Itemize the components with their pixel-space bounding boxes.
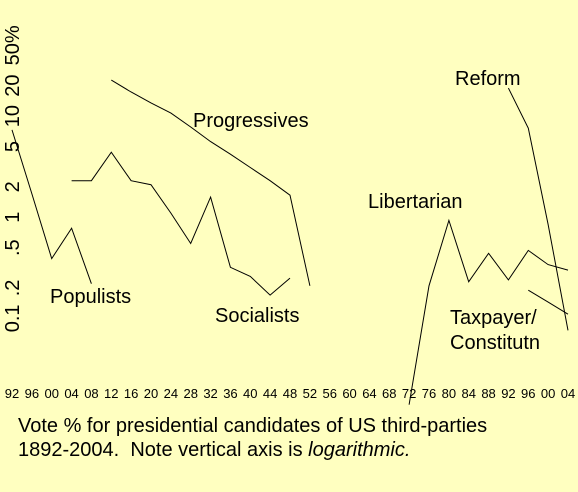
series-label: Populists (50, 286, 132, 308)
y-tick-label: 5 (2, 141, 24, 152)
x-tick-label: 96 (25, 386, 39, 401)
series-label: Socialists (215, 305, 300, 327)
x-tick-label: 12 (104, 386, 118, 401)
x-tick-label: 16 (124, 386, 138, 401)
y-tick-label: 20 (2, 75, 24, 97)
series-label: Progressives (193, 110, 309, 132)
x-tick-label: 52 (303, 386, 317, 401)
series-line (11, 129, 92, 284)
x-tick-label: 92 (5, 386, 19, 401)
series-line (507, 87, 569, 331)
x-tick-label: 68 (382, 386, 396, 401)
x-tick-label: 48 (283, 386, 297, 401)
x-tick-label: 28 (183, 386, 197, 401)
y-tick-label: 0.1 (2, 304, 24, 332)
x-tick-label: 24 (164, 386, 178, 401)
x-tick-label: 60 (342, 386, 356, 401)
x-tick-label: 04 (561, 386, 575, 401)
x-tick-label: 72 (402, 386, 416, 401)
title-text: Vote % for presidential candidates of US… (18, 415, 493, 461)
chart-title: Vote % for presidential candidates of US… (18, 414, 518, 462)
x-tick-label: 76 (422, 386, 436, 401)
series-line (408, 218, 569, 405)
x-tick-label: 00 (44, 386, 58, 401)
x-tick-label: 64 (362, 386, 376, 401)
x-tick-label: 20 (144, 386, 158, 401)
x-tick-label: 56 (322, 386, 336, 401)
series-line (528, 289, 569, 315)
y-tick-label: 10 (2, 105, 24, 127)
title-italic: logarithmic. (308, 439, 411, 461)
x-tick-label: 04 (64, 386, 78, 401)
x-tick-label: 92 (501, 386, 515, 401)
x-tick-label: 84 (461, 386, 475, 401)
x-tick-label: 00 (541, 386, 555, 401)
series-line (111, 79, 311, 286)
series-label: Reform (455, 68, 521, 90)
x-tick-label: 40 (243, 386, 257, 401)
series-line (71, 151, 291, 296)
x-tick-label: 44 (263, 386, 277, 401)
x-tick-label: 80 (442, 386, 456, 401)
x-tick-label: 08 (84, 386, 98, 401)
y-tick-label: 50% (2, 25, 24, 65)
x-tick-label: 96 (521, 386, 535, 401)
y-tick-label: .2 (2, 280, 24, 297)
series-label: Taxpayer/ Constitutn (450, 307, 541, 354)
series-label: Libertarian (368, 191, 463, 213)
x-tick-label: 36 (223, 386, 237, 401)
x-tick-label: 88 (481, 386, 495, 401)
x-tick-label: 32 (203, 386, 217, 401)
y-tick-label: 1 (2, 212, 24, 223)
y-tick-label: .5 (2, 239, 24, 256)
y-tick-label: 2 (2, 181, 24, 192)
